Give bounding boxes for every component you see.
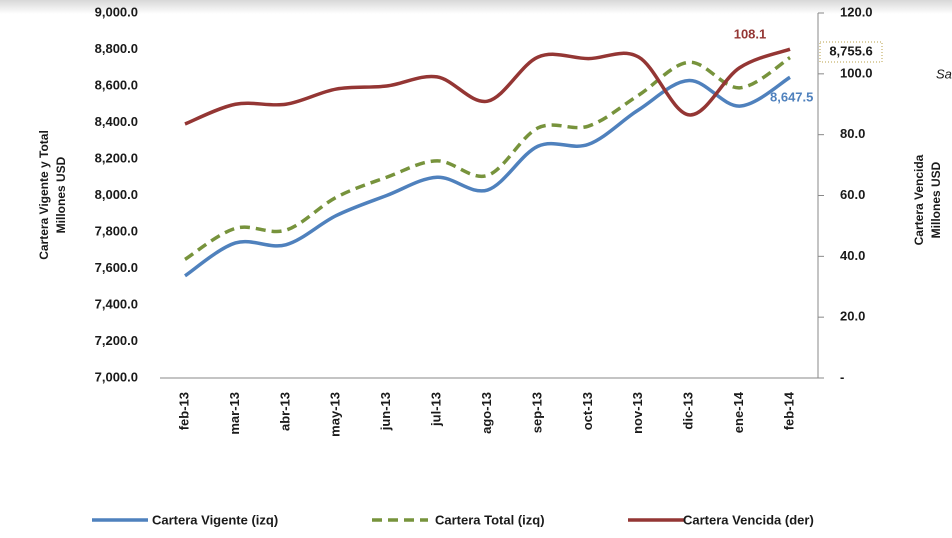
- y-tick-label: 8,000.0: [95, 187, 138, 202]
- x-tick-group: may-13: [328, 392, 343, 437]
- y2-tick-label: 20.0: [840, 309, 865, 324]
- axis-title-group: Millones USD: [929, 161, 943, 238]
- x-tick-label: mar-13: [227, 392, 242, 435]
- y-tick-label: 8,200.0: [95, 150, 138, 165]
- x-tick-label: feb-13: [176, 392, 191, 430]
- top-band: [0, 0, 952, 14]
- x-tick-label: may-13: [328, 392, 343, 437]
- x-tick-group: mar-13: [227, 392, 242, 435]
- axis-title: Cartera Vigente y Total: [37, 130, 51, 260]
- value-label: 8,755.6: [829, 43, 872, 58]
- y-tick-label: 8,800.0: [95, 41, 138, 56]
- x-tick-label: oct-13: [580, 392, 595, 430]
- axis-title: Millones USD: [929, 161, 943, 238]
- legend-label: Cartera Total (izq): [435, 512, 545, 527]
- x-tick-group: feb-13: [176, 392, 191, 430]
- y-tick-label: 7,200.0: [95, 333, 138, 348]
- x-tick-label: jul-13: [429, 392, 444, 427]
- x-tick-group: abr-13: [277, 392, 292, 431]
- x-tick-group: ago-13: [479, 392, 494, 434]
- x-tick-label: ago-13: [479, 392, 494, 434]
- x-tick-label: sep-13: [529, 392, 544, 433]
- y2-tick-label: 80.0: [840, 126, 865, 141]
- y2-tick-label: 120.0: [840, 4, 873, 19]
- axis-title: Millones USD: [54, 156, 68, 233]
- series-line: [185, 58, 790, 260]
- side-note: Sa: [936, 66, 952, 81]
- x-tick-label: ene-14: [731, 391, 746, 433]
- x-tick-label: jun-13: [378, 392, 393, 431]
- y2-tick-label: 40.0: [840, 248, 865, 263]
- y-tick-label: 9,000.0: [95, 4, 138, 19]
- value-label: 108.1: [734, 26, 767, 41]
- x-tick-label: dic-13: [681, 392, 696, 430]
- y-tick-label: 7,400.0: [95, 296, 138, 311]
- x-tick-label: nov-13: [630, 392, 645, 434]
- y2-tick-label: -: [840, 369, 844, 384]
- x-tick-group: jul-13: [429, 392, 444, 427]
- page: {"chart_data": { "type": "line", "catego…: [0, 0, 952, 538]
- x-tick-label: abr-13: [277, 392, 292, 431]
- series-line: [185, 77, 790, 275]
- x-tick-label: feb-14: [781, 391, 796, 430]
- x-tick-group: dic-13: [681, 392, 696, 430]
- y2-tick-label: 100.0: [840, 65, 873, 80]
- x-tick-group: sep-13: [529, 392, 544, 433]
- axis-title-group: Cartera Vencida: [912, 154, 926, 245]
- value-label: 8,647.5: [770, 89, 813, 104]
- axis-title-group: Millones USD: [54, 156, 68, 233]
- y-tick-label: 8,400.0: [95, 114, 138, 129]
- x-tick-group: oct-13: [580, 392, 595, 430]
- legend-label: Cartera Vencida (der): [683, 512, 814, 527]
- x-tick-group: feb-14: [781, 391, 796, 430]
- x-tick-group: jun-13: [378, 392, 393, 431]
- series-line: [185, 49, 790, 124]
- axis-title: Cartera Vencida: [912, 154, 926, 245]
- axis-title-group: Cartera Vigente y Total: [37, 130, 51, 260]
- y-tick-label: 7,000.0: [95, 369, 138, 384]
- y-tick-label: 7,600.0: [95, 260, 138, 275]
- chart: Sa 7,000.0 7,200.0 7,400.0 7,600.0 7,800.0 8,…: [0, 0, 952, 538]
- y2-tick-label: 60.0: [840, 187, 865, 202]
- x-tick-group: ene-14: [731, 391, 746, 433]
- x-tick-group: nov-13: [630, 392, 645, 434]
- y-tick-label: 7,800.0: [95, 223, 138, 238]
- y-tick-label: 8,600.0: [95, 77, 138, 92]
- legend-label: Cartera Vigente (izq): [152, 512, 278, 527]
